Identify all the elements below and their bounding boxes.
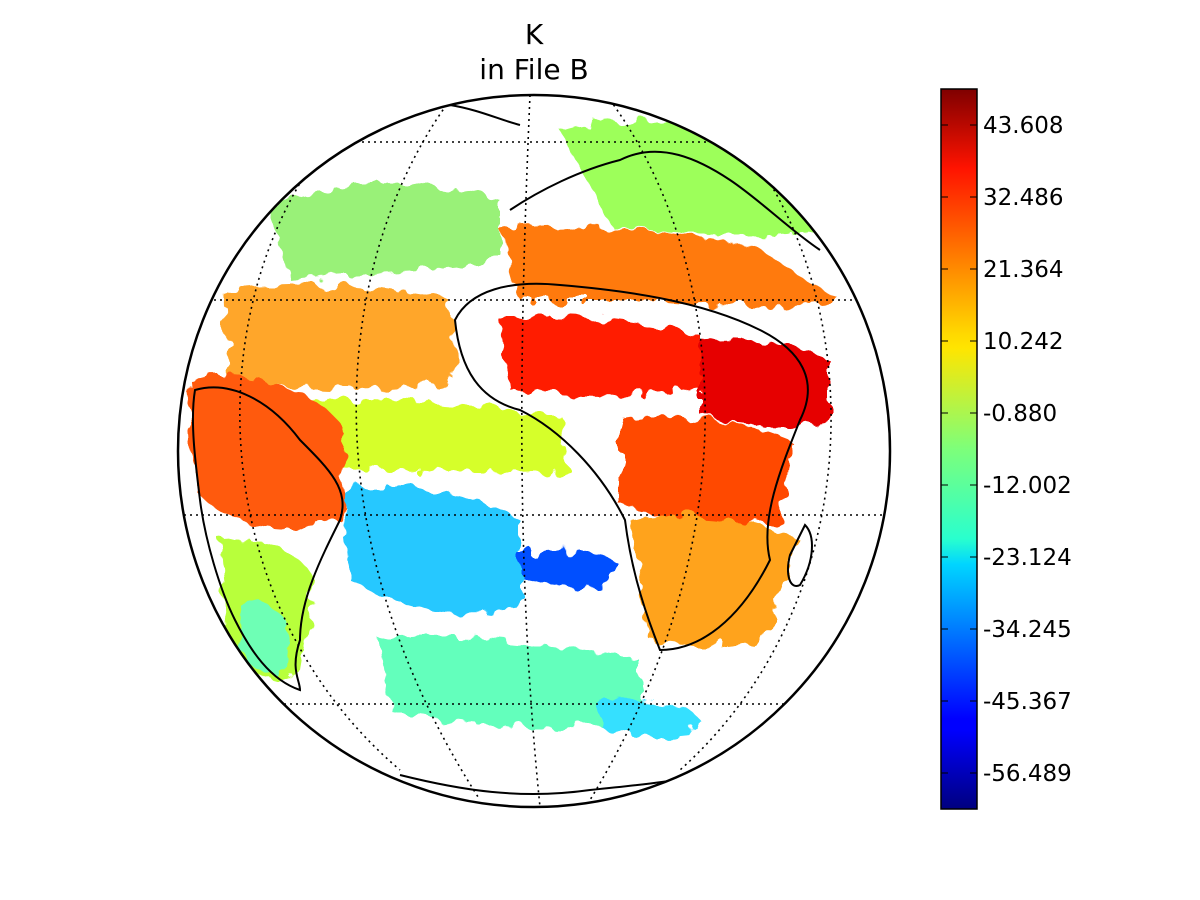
colorbar-tick-label: 10.242 [983, 329, 1063, 355]
colorbar-gradient [940, 88, 978, 810]
field-north-africa [500, 226, 840, 306]
meridian-40w [355, 99, 481, 801]
coast-africa [453, 282, 809, 652]
field-north-atlantic [270, 183, 500, 280]
colorbar-tick-label: 21.364 [983, 257, 1063, 283]
data-field [190, 119, 840, 737]
colorbar: 43.608 32.486 21.364 10.242 -0.880 -12.002 -23… [940, 88, 1072, 810]
field-southern-ocean [380, 636, 640, 728]
coast-south-america [191, 386, 344, 692]
colorbar-ticks: 43.608 32.486 21.364 10.242 -0.880 -12.002 -23… [941, 113, 1072, 787]
colorbar-tick-label: 43.608 [983, 113, 1063, 139]
meridian-40e [589, 99, 706, 801]
coast-madagascar [787, 523, 813, 587]
colorbar-tick-label: -56.489 [983, 761, 1072, 787]
field-south-atlantic-blue [520, 549, 620, 587]
field-patagonia [235, 599, 290, 674]
chart-title-line2: in File B [479, 53, 588, 86]
coast-europe [509, 150, 821, 251]
colorbar-tick-label: -23.124 [983, 545, 1072, 571]
chart-title-line1: K [525, 18, 544, 51]
field-equatorial-band [300, 398, 570, 473]
globe-outline [176, 93, 892, 809]
field-south-america-north [190, 377, 345, 529]
field-sahel-red [500, 315, 700, 396]
colorbar-tick-label: -34.245 [983, 617, 1072, 643]
field-south-atlantic-cyan [340, 486, 520, 614]
colorbar-tick-label: -12.002 [983, 473, 1072, 499]
field-mid-atlantic-orange [225, 284, 455, 390]
field-far-south-cyan [600, 698, 700, 737]
colorbar-tick-label: -0.880 [983, 401, 1057, 427]
field-southern-africa [630, 516, 800, 648]
meridian-80w [239, 139, 401, 771]
colorbar-tick-label: -45.367 [983, 689, 1072, 715]
field-central-africa [620, 416, 790, 525]
meridian-80e [679, 139, 832, 771]
globe-map [176, 93, 892, 809]
colorbar-tick-label: 32.486 [983, 185, 1063, 211]
